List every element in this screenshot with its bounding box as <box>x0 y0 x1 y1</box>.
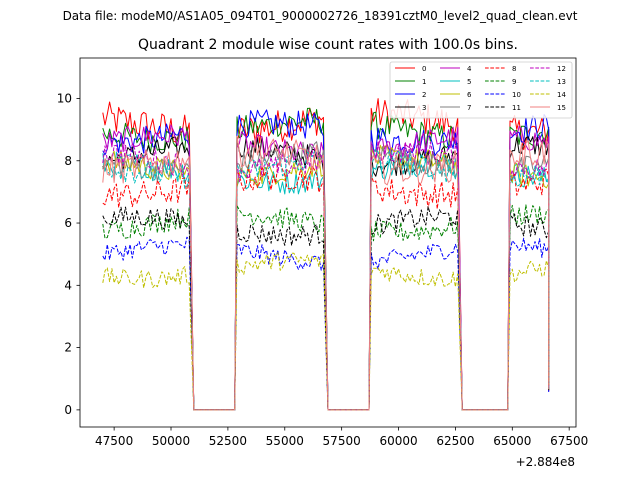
legend-label-1: 1 <box>422 78 426 86</box>
y-tick-label: 0 <box>64 403 72 417</box>
legend-label-14: 14 <box>557 91 566 99</box>
legend-label-6: 6 <box>467 91 472 99</box>
series-line-1 <box>102 107 550 411</box>
y-tick-label: 8 <box>64 154 72 168</box>
y-tick-label: 6 <box>64 216 72 230</box>
legend-label-7: 7 <box>467 104 471 112</box>
x-tick-label: 67500 <box>550 434 588 448</box>
legend-label-4: 4 <box>467 65 472 73</box>
legend-label-5: 5 <box>467 78 471 86</box>
legend-label-0: 0 <box>422 65 426 73</box>
legend-label-15: 15 <box>557 104 566 112</box>
series-line-2 <box>102 109 550 411</box>
x-tick-label: 52500 <box>209 434 247 448</box>
series-layer <box>102 98 550 411</box>
series-line-10 <box>102 236 550 411</box>
legend-label-3: 3 <box>422 104 426 112</box>
legend-label-8: 8 <box>512 65 516 73</box>
series-line-15 <box>102 135 550 411</box>
series-line-8 <box>102 163 550 411</box>
y-tick-label: 4 <box>64 278 72 292</box>
legend-box <box>389 61 573 119</box>
series-line-12 <box>102 140 550 411</box>
legend-label-9: 9 <box>512 78 516 86</box>
x-tick-label: 55000 <box>266 434 304 448</box>
x-tick-label: 47500 <box>95 434 133 448</box>
series-line-4 <box>102 124 550 411</box>
x-tick-label: 57500 <box>323 434 361 448</box>
x-offset-label: +2.884e8 <box>516 455 575 469</box>
legend-label-2: 2 <box>422 91 426 99</box>
y-tick-label: 2 <box>64 341 72 355</box>
x-tick-label: 60000 <box>379 434 417 448</box>
legend-label-13: 13 <box>557 78 566 86</box>
legend-label-11: 11 <box>512 104 521 112</box>
series-line-9 <box>102 204 550 411</box>
legend-label-12: 12 <box>557 65 566 73</box>
axes-layer: 47500 50000 52500 55000 57500 60000 62500 65000… <box>57 57 588 448</box>
suptitle: Data file: modeM0/AS1A05_094T01_90000027… <box>63 9 578 23</box>
y-tick-label: 10 <box>57 91 72 105</box>
chart-title: Quadrant 2 module wise count rates with … <box>138 37 518 53</box>
series-line-11 <box>102 206 550 411</box>
series-line-14 <box>102 252 550 411</box>
x-tick-label: 50000 <box>152 434 190 448</box>
legend-label-10: 10 <box>512 91 521 99</box>
axes-frame <box>79 57 577 428</box>
x-tick-label: 62500 <box>436 434 474 448</box>
x-tick-label: 65000 <box>493 434 531 448</box>
